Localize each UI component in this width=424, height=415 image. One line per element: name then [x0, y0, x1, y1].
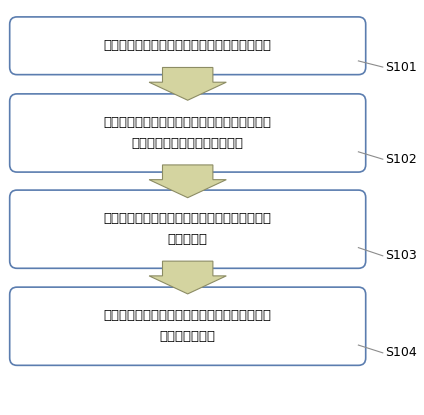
Text: 对采集到的电阻抗信号进行模数转换得到左侧胸
部和右侧胸部的电阻抗数字信号: 对采集到的电阻抗信号进行模数转换得到左侧胸 部和右侧胸部的电阻抗数字信号	[104, 116, 272, 150]
FancyBboxPatch shape	[10, 17, 366, 75]
Text: S101: S101	[385, 61, 416, 73]
Text: S103: S103	[385, 249, 416, 262]
FancyBboxPatch shape	[10, 190, 366, 269]
Polygon shape	[149, 261, 226, 294]
Text: 采集受试者的左侧胸部和右侧胸部的电阻抗信号: 采集受试者的左侧胸部和右侧胸部的电阻抗信号	[104, 39, 272, 52]
Polygon shape	[149, 68, 226, 100]
FancyBboxPatch shape	[10, 287, 366, 365]
Polygon shape	[149, 165, 226, 198]
Text: S104: S104	[385, 347, 416, 359]
Text: S102: S102	[385, 153, 416, 166]
Text: 根据参考特征值对所述受试者的左右肺呼吸阻抗
相关性进行分析: 根据参考特征值对所述受试者的左右肺呼吸阻抗 相关性进行分析	[104, 309, 272, 343]
Text: 从左侧胸部和右侧胸部的电阻抗数字信号中提取
参考特征值: 从左侧胸部和右侧胸部的电阻抗数字信号中提取 参考特征值	[104, 212, 272, 246]
FancyBboxPatch shape	[10, 94, 366, 172]
